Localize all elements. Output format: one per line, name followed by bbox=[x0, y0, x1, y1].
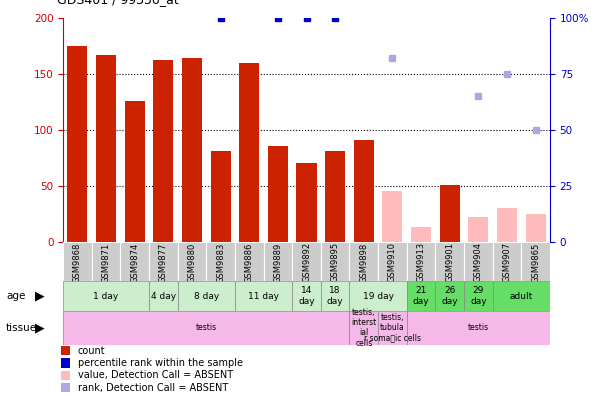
Text: 14
day: 14 day bbox=[298, 286, 315, 306]
Text: percentile rank within the sample: percentile rank within the sample bbox=[78, 358, 243, 368]
Text: testis: testis bbox=[196, 323, 217, 332]
Text: rank, Detection Call = ABSENT: rank, Detection Call = ABSENT bbox=[78, 383, 228, 393]
Bar bbox=[61, 371, 70, 380]
Text: 1 day: 1 day bbox=[93, 291, 118, 301]
Text: count: count bbox=[78, 346, 105, 356]
Bar bbox=[349, 281, 407, 311]
Text: 21
day: 21 day bbox=[413, 286, 429, 306]
Bar bbox=[407, 311, 550, 345]
Bar bbox=[268, 147, 288, 242]
Bar bbox=[493, 281, 550, 311]
Text: GSM9898: GSM9898 bbox=[359, 242, 368, 283]
Bar bbox=[292, 242, 321, 281]
Text: GSM9868: GSM9868 bbox=[73, 242, 82, 283]
Text: 19 day: 19 day bbox=[362, 291, 394, 301]
Bar bbox=[349, 242, 378, 281]
Text: GSM9895: GSM9895 bbox=[331, 242, 340, 282]
Bar bbox=[239, 63, 259, 242]
Text: GSM9886: GSM9886 bbox=[245, 242, 254, 283]
Text: GSM9913: GSM9913 bbox=[416, 242, 426, 282]
Bar bbox=[96, 55, 116, 242]
Text: GSM9904: GSM9904 bbox=[474, 242, 483, 282]
Bar bbox=[526, 213, 546, 242]
Text: 29
day: 29 day bbox=[470, 286, 487, 306]
Text: age: age bbox=[6, 291, 25, 301]
Text: 4 day: 4 day bbox=[151, 291, 176, 301]
Text: 18
day: 18 day bbox=[327, 286, 343, 306]
Bar bbox=[435, 242, 464, 281]
Bar bbox=[349, 311, 378, 345]
Bar bbox=[325, 151, 345, 242]
Bar bbox=[67, 46, 88, 242]
Bar bbox=[407, 281, 435, 311]
Bar bbox=[435, 281, 464, 311]
Bar bbox=[63, 281, 149, 311]
Bar bbox=[92, 242, 120, 281]
Text: GSM9880: GSM9880 bbox=[188, 242, 197, 283]
Text: GSM9901: GSM9901 bbox=[445, 242, 454, 282]
Text: 11 day: 11 day bbox=[248, 291, 279, 301]
Text: GSM9907: GSM9907 bbox=[502, 242, 511, 282]
Bar bbox=[440, 185, 460, 242]
Text: tissue: tissue bbox=[6, 323, 37, 333]
Bar bbox=[493, 242, 521, 281]
Bar bbox=[61, 383, 70, 392]
Bar bbox=[382, 191, 403, 242]
Bar bbox=[464, 281, 493, 311]
Bar bbox=[149, 242, 178, 281]
Text: GDS401 / 99330_at: GDS401 / 99330_at bbox=[57, 0, 179, 6]
Bar bbox=[63, 311, 349, 345]
Text: GSM9877: GSM9877 bbox=[159, 242, 168, 283]
Bar bbox=[153, 60, 173, 242]
Bar bbox=[321, 242, 349, 281]
Text: GSM9865: GSM9865 bbox=[531, 242, 540, 283]
Bar bbox=[206, 242, 235, 281]
Bar bbox=[411, 227, 431, 242]
Text: 26
day: 26 day bbox=[441, 286, 458, 306]
Text: GSM9883: GSM9883 bbox=[216, 242, 225, 283]
Text: GSM9889: GSM9889 bbox=[273, 242, 282, 283]
Bar bbox=[264, 242, 292, 281]
Text: 8 day: 8 day bbox=[194, 291, 219, 301]
Bar bbox=[124, 101, 145, 242]
Bar bbox=[178, 281, 235, 311]
Text: GSM9874: GSM9874 bbox=[130, 242, 139, 283]
Bar bbox=[61, 346, 70, 355]
Bar bbox=[61, 358, 70, 367]
Text: GSM9871: GSM9871 bbox=[102, 242, 111, 283]
Bar bbox=[378, 242, 407, 281]
Bar bbox=[296, 163, 317, 242]
Bar bbox=[182, 58, 202, 242]
Text: testis,
interst
ial
cells: testis, interst ial cells bbox=[351, 308, 376, 348]
Bar bbox=[178, 242, 206, 281]
Bar bbox=[354, 140, 374, 242]
Bar bbox=[235, 242, 264, 281]
Text: adult: adult bbox=[510, 291, 533, 301]
Bar bbox=[468, 217, 489, 242]
Bar bbox=[63, 242, 92, 281]
Bar bbox=[407, 242, 435, 281]
Text: value, Detection Call = ABSENT: value, Detection Call = ABSENT bbox=[78, 370, 233, 381]
Bar bbox=[292, 281, 321, 311]
Bar bbox=[464, 242, 493, 281]
Bar bbox=[149, 281, 178, 311]
Text: testis: testis bbox=[468, 323, 489, 332]
Text: GSM9910: GSM9910 bbox=[388, 242, 397, 282]
Bar bbox=[321, 281, 349, 311]
Text: ▶: ▶ bbox=[35, 289, 44, 303]
Bar bbox=[210, 151, 231, 242]
Text: ▶: ▶ bbox=[35, 321, 44, 334]
Bar bbox=[235, 281, 292, 311]
Bar bbox=[497, 208, 517, 242]
Bar bbox=[378, 311, 407, 345]
Text: testis,
tubula
r soma	ic cells: testis, tubula r soma ic cells bbox=[364, 313, 421, 343]
Bar bbox=[521, 242, 550, 281]
Text: GSM9892: GSM9892 bbox=[302, 242, 311, 282]
Bar bbox=[120, 242, 149, 281]
